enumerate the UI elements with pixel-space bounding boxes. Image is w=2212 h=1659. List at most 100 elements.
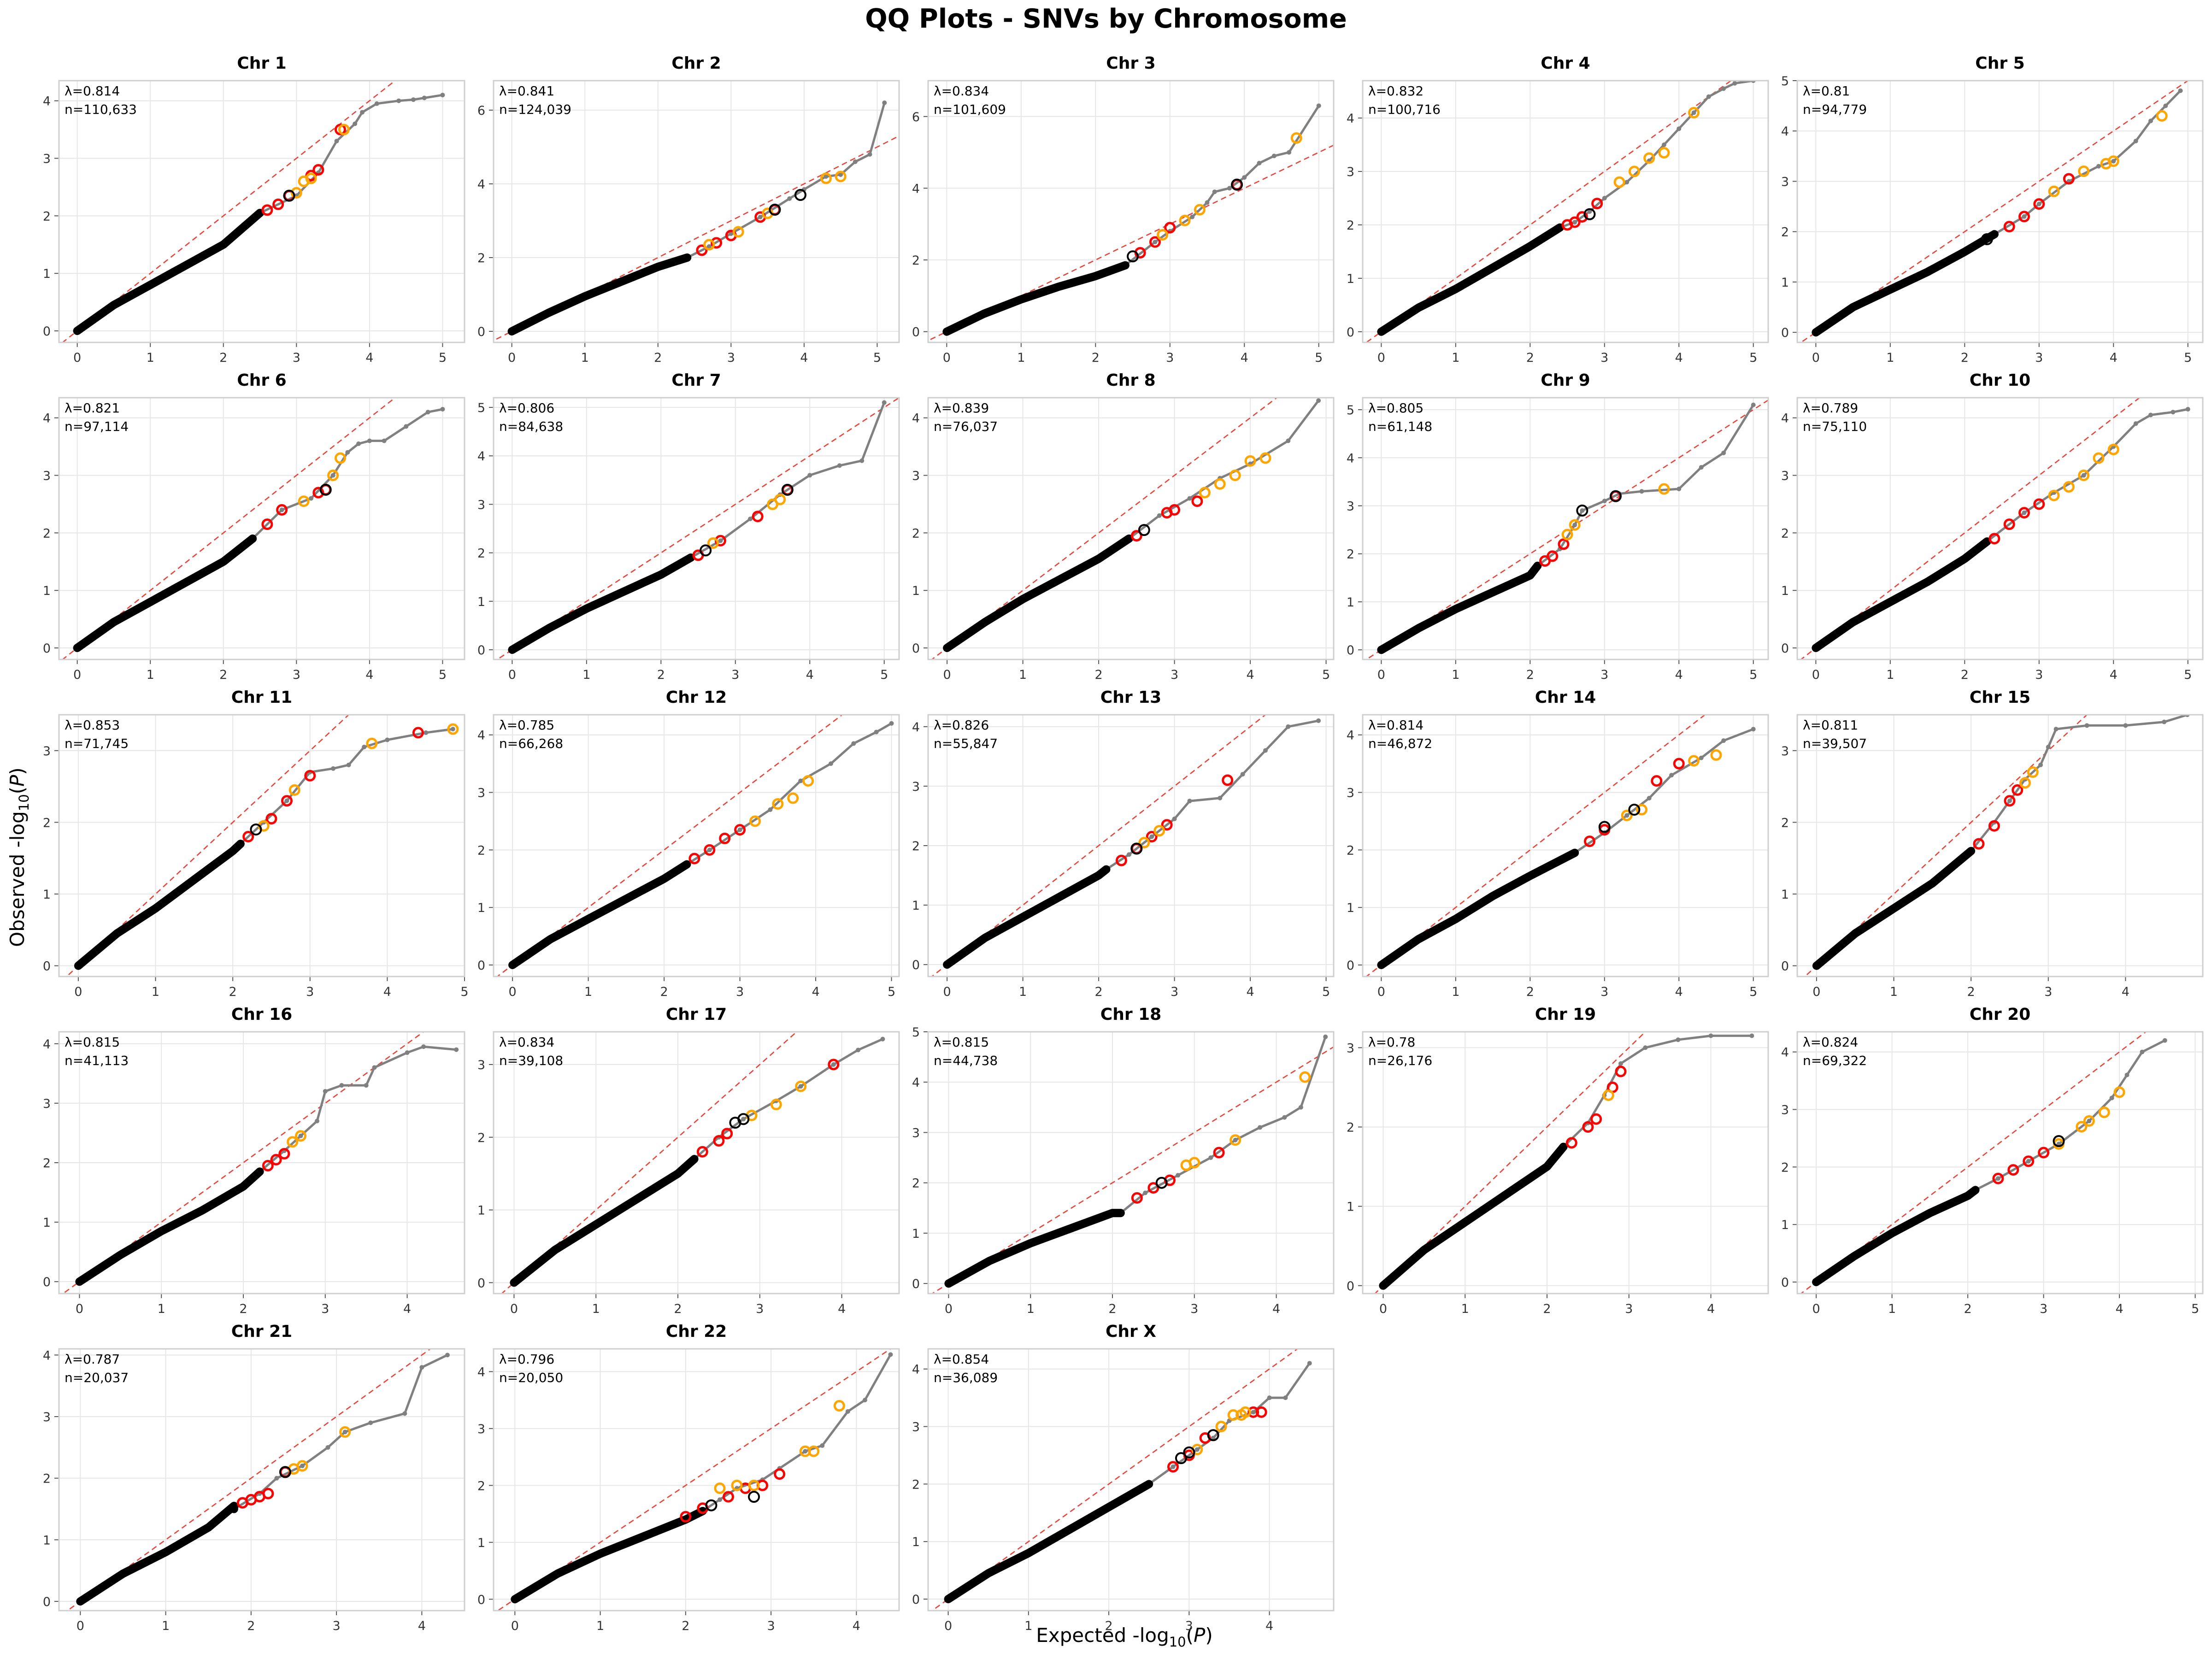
qq-tail-point [1233, 1137, 1238, 1142]
qq-red-point [261, 518, 273, 530]
qq-tail-point [1661, 142, 1666, 147]
qq-orange-point [820, 172, 832, 184]
qq-tail-point [2133, 139, 2138, 144]
qq-tail-point [882, 400, 887, 405]
y-tick-label: 2 [1781, 816, 1789, 830]
qq-tail-point [1208, 1155, 1213, 1160]
qq-tail-point [411, 97, 416, 102]
qq-red-point [1169, 504, 1181, 516]
x-tick-label: 2 [674, 1302, 682, 1316]
plot-area [931, 398, 1321, 659]
y-tick-label: 2 [1347, 218, 1354, 233]
qq-orange-point [1179, 214, 1191, 226]
x-tick-label: 3 [1190, 1302, 1198, 1316]
y-tick-label: 1 [912, 1227, 920, 1241]
x-tick-label: 0 [510, 1302, 518, 1316]
x-tick-label: 4 [1241, 351, 1248, 365]
x-tick-label: 2 [1961, 351, 1969, 365]
qq-red-point [1149, 236, 1161, 248]
qq-highlight-point [319, 483, 332, 496]
qq-black-trace [73, 209, 264, 335]
x-tick-label: 2 [654, 351, 662, 365]
qq-tail-point [2084, 723, 2089, 728]
qq-panel: Chr 8 0 1 2 3 4 5 0 1 2 3 4 λ=0.839 n=76,037 [912, 371, 1335, 682]
y-tick-label: 1 [43, 267, 51, 281]
panel-frame [927, 1348, 1335, 1612]
n-label: n=39,108 [499, 1053, 563, 1068]
qq-tail-point [1212, 189, 1217, 194]
qq-red-point [1973, 838, 1985, 850]
qq-tail-point [284, 798, 289, 803]
y-tick-label: 0 [1781, 959, 1789, 974]
qq-tail-point [385, 737, 390, 742]
qq-tail-point [862, 1398, 867, 1403]
qq-tail-point [425, 410, 430, 415]
panel-title: Chr 22 [666, 1322, 727, 1341]
qq-red-point [721, 1128, 733, 1140]
x-tick-label: 1 [1017, 351, 1025, 365]
qq-black-trace [1377, 561, 1542, 654]
x-tick-label: 3 [293, 351, 300, 365]
qq-tail-point [279, 507, 284, 512]
qq-tail-point [422, 95, 427, 100]
y-tick-label: 2 [912, 839, 920, 853]
qq-red-point [2033, 198, 2045, 210]
x-tick-label: 2 [1543, 1302, 1551, 1316]
panel-title: Chr 10 [1970, 371, 2030, 390]
qq-panel: Chr 9 0 1 2 3 4 5 0 1 2 3 4 5 λ=0.805 n=61,148 [1347, 371, 1769, 682]
qq-orange-point [2078, 165, 2090, 177]
y-tick-label: 2 [912, 526, 920, 541]
qq-panel: Chr 1 0 1 2 3 4 5 0 1 2 3 4 λ=0.814 n=110,633 [43, 54, 465, 365]
qq-orange-point [2027, 766, 2039, 778]
y-tick-label: 1 [43, 1533, 51, 1547]
plot-area [1804, 715, 2190, 977]
lambda-label: λ=0.787 [65, 1352, 120, 1367]
x-tick-label: 5 [880, 668, 888, 682]
lambda-label: λ=0.834 [934, 83, 989, 99]
y-tick-label: 0 [477, 325, 485, 339]
qq-black-trace [511, 1506, 707, 1604]
x-tick-label: 4 [2110, 668, 2118, 682]
y-tick-label: 2 [1347, 547, 1354, 562]
qq-red-point [1591, 198, 1603, 210]
qq-highlight-point [1155, 1177, 1168, 1189]
n-label: n=20,050 [499, 1370, 563, 1385]
qq-tail-point [1749, 1033, 1754, 1038]
qq-orange-point [703, 239, 715, 251]
qq-red-point [262, 1488, 274, 1500]
qq-panel: Chr 10 0 1 2 3 4 5 0 1 2 3 4 λ=0.789 n=75,110 [1781, 371, 2204, 682]
qq-red-point [1167, 1461, 1179, 1473]
n-label: n=66,268 [499, 736, 563, 751]
qq-highlight-point [1598, 821, 1611, 833]
x-tick-label: 3 [731, 668, 739, 682]
panel-title: Chr 2 [671, 54, 721, 73]
y-tick-label: 0 [1781, 1276, 1789, 1290]
x-tick-label: 1 [1890, 985, 1898, 999]
qq-tail-point [1580, 508, 1585, 513]
qq-tail-point [807, 473, 812, 478]
qq-orange-point [770, 1099, 782, 1111]
panel-frame [58, 80, 465, 343]
x-tick-label: 1 [1461, 1302, 1469, 1316]
qq-panel: Chr 11 0 1 2 3 4 5 0 1 2 3 λ=0.853 n=71,745 [43, 688, 469, 999]
qq-tail-point [2162, 719, 2167, 724]
n-label: n=100,716 [1368, 102, 1441, 117]
qq-tail-point [824, 174, 829, 179]
qq-orange-point [795, 1080, 807, 1092]
lambda-label: λ=0.853 [65, 718, 120, 733]
lambda-label: λ=0.805 [1368, 400, 1424, 416]
x-tick-label: 2 [1526, 668, 1534, 682]
y-tick-label: 3 [1347, 165, 1354, 179]
qq-red-point [278, 1148, 290, 1160]
qq-tail-point [1316, 398, 1321, 403]
qq-red-point [1582, 1121, 1594, 1133]
x-tick-label: 2 [657, 668, 665, 682]
x-tick-label: 4 [1675, 351, 1683, 365]
qq-black-trace [74, 840, 245, 970]
lambda-label: λ=0.821 [65, 400, 120, 416]
y-tick-label: 4 [1781, 124, 1789, 139]
y-tick-label: 5 [477, 401, 485, 415]
y-tick-label: 3 [477, 786, 485, 800]
y-tick-label: 0 [477, 1276, 485, 1290]
